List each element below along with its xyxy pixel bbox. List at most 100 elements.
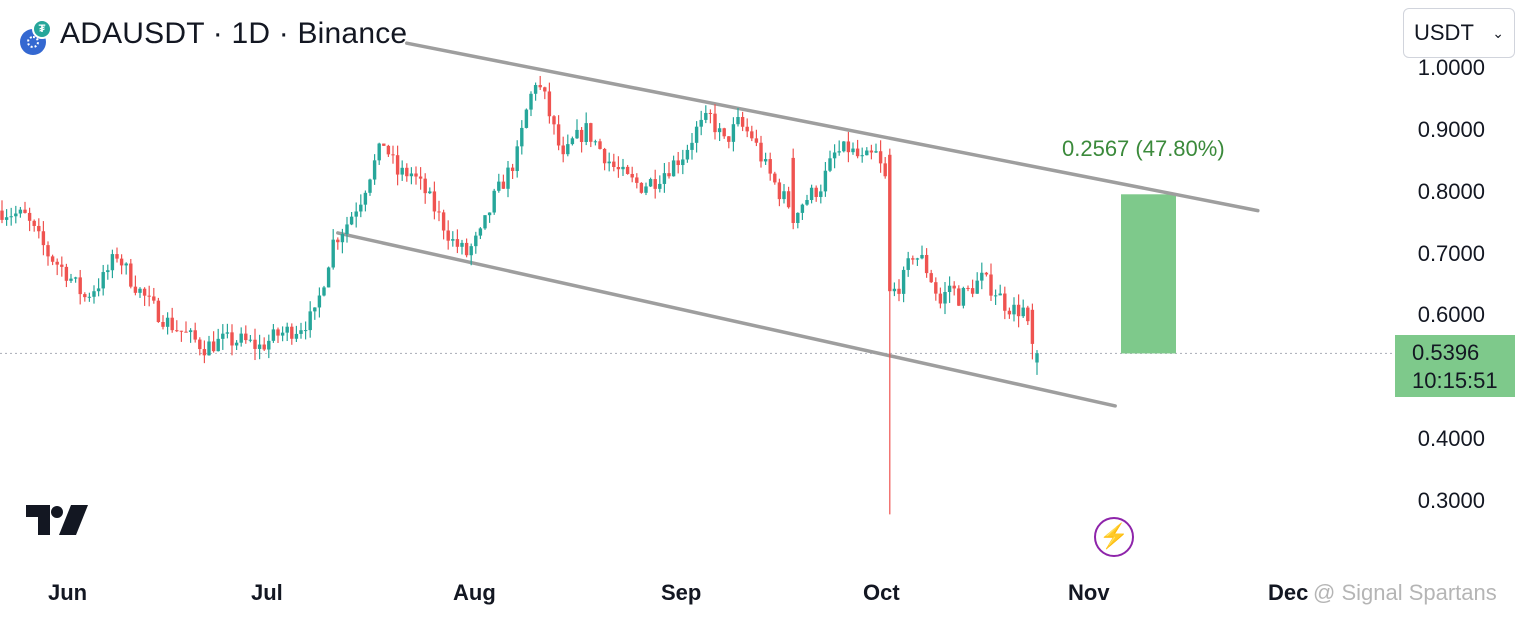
- candle-down: [713, 113, 717, 133]
- candle-down: [418, 176, 423, 179]
- candle-down: [115, 254, 119, 259]
- candle-down: [552, 116, 556, 125]
- candle-up: [998, 293, 1002, 296]
- candle-up: [101, 272, 105, 289]
- candle-down: [0, 210, 4, 220]
- candle-down: [883, 163, 887, 177]
- candle-up: [317, 295, 322, 308]
- time-axis-label: Sep: [661, 580, 702, 605]
- candle-down: [202, 349, 207, 356]
- candle-up: [865, 150, 869, 156]
- candle-up: [920, 254, 924, 259]
- candle-up: [349, 216, 354, 225]
- candle-up: [566, 144, 570, 155]
- candle-up: [428, 191, 432, 194]
- candle-up: [1021, 307, 1025, 317]
- candle-up: [694, 126, 699, 143]
- candle-up: [621, 166, 625, 170]
- candle-up: [851, 148, 855, 153]
- candle-down: [391, 154, 395, 156]
- candle-down: [667, 173, 671, 177]
- candle-up: [239, 333, 243, 343]
- candle-down: [970, 288, 975, 294]
- candle-down: [1026, 307, 1030, 322]
- price-axis-label: 0.4000: [1417, 426, 1485, 451]
- candle-up: [975, 280, 979, 294]
- candle-up: [216, 338, 220, 352]
- candle-down: [538, 85, 542, 88]
- candle-up: [575, 129, 579, 139]
- candle-up: [87, 296, 92, 298]
- candle-down: [846, 141, 851, 153]
- candle-down: [175, 330, 179, 332]
- currency-select-value: USDT: [1414, 20, 1474, 45]
- candle-down: [414, 173, 418, 177]
- candle-down: [437, 211, 441, 213]
- candle-up: [400, 167, 404, 175]
- candle-up: [943, 292, 947, 304]
- candle-down: [142, 288, 147, 296]
- candle-up: [800, 204, 805, 213]
- candle-down: [579, 129, 584, 143]
- candle-up: [506, 167, 510, 189]
- candle-down: [957, 288, 961, 306]
- candle-down: [78, 277, 82, 295]
- candle-down: [938, 293, 943, 304]
- time-axis-label: Aug: [453, 580, 496, 605]
- candle-down: [791, 157, 795, 223]
- candle-up: [248, 339, 253, 341]
- candle-up: [906, 258, 910, 270]
- candle-up: [699, 119, 703, 127]
- candle-down: [64, 266, 69, 281]
- candle-up: [294, 333, 299, 339]
- candle-up: [648, 179, 653, 187]
- candle-down: [888, 154, 892, 292]
- candle-down: [722, 128, 726, 137]
- candle-up: [354, 211, 358, 217]
- symbol-title[interactable]: ADAUSDT · 1D · Binance: [60, 17, 408, 50]
- candle-down: [602, 148, 607, 164]
- candle-down: [382, 143, 386, 146]
- currency-select[interactable]: USDT ⌄: [1403, 8, 1515, 58]
- candle-down: [37, 225, 41, 232]
- candle-down: [754, 138, 759, 143]
- candle-down: [676, 160, 680, 166]
- candle-down: [152, 296, 156, 301]
- time-axis-label: Jun: [48, 580, 88, 605]
- candle-down: [41, 231, 46, 246]
- candle-up: [524, 109, 529, 128]
- candle-up: [469, 246, 473, 256]
- candle-up: [331, 239, 335, 268]
- candle-up: [828, 158, 832, 171]
- candle-up: [805, 199, 809, 205]
- candle-down: [161, 322, 165, 327]
- tradingview-logo-icon[interactable]: [26, 505, 88, 535]
- candle-up: [796, 212, 800, 223]
- candle-down: [543, 87, 547, 92]
- candle-down: [184, 331, 188, 333]
- candle-up: [533, 85, 538, 94]
- watermark-text: @ Signal Spartans: [1313, 580, 1497, 605]
- candle-down: [561, 145, 565, 155]
- candle-down: [501, 181, 506, 189]
- candle-up: [138, 288, 142, 293]
- candle-down: [616, 166, 621, 170]
- candle-up: [492, 190, 496, 213]
- candle-down: [878, 151, 883, 164]
- lightning-bolt-icon[interactable]: ⚡: [1094, 517, 1134, 557]
- candle-up: [165, 317, 170, 327]
- candle-down: [630, 173, 634, 178]
- candle-down: [464, 242, 469, 256]
- candle-up: [92, 291, 96, 297]
- candle-up: [110, 254, 115, 271]
- candle-up: [763, 159, 768, 162]
- price-axis-label: 0.9000: [1417, 117, 1485, 142]
- candle-up: [731, 124, 736, 142]
- candle-up: [69, 278, 73, 281]
- candle-up: [299, 330, 303, 334]
- candle-down: [32, 220, 36, 226]
- candle-down: [1003, 293, 1007, 311]
- candle-down: [786, 191, 791, 208]
- candle-up: [409, 173, 414, 177]
